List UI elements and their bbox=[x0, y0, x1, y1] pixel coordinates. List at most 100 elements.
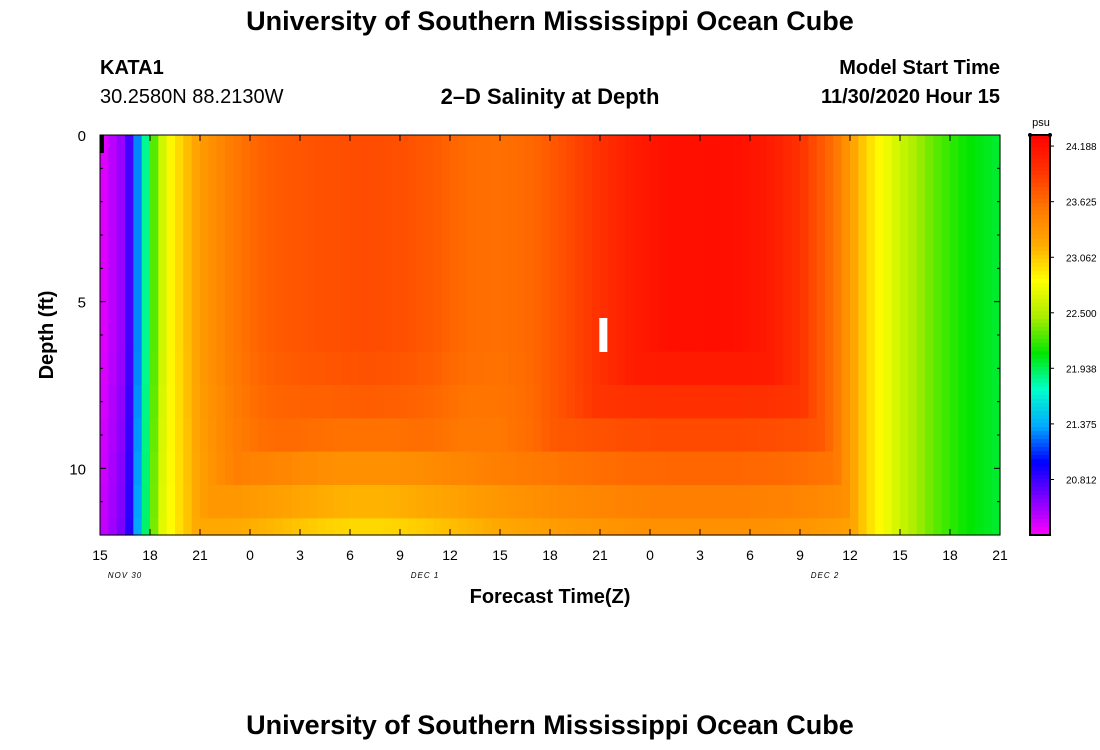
heatmap-cell bbox=[875, 385, 884, 419]
colorbar-cell bbox=[1030, 387, 1050, 392]
heatmap-cell bbox=[708, 451, 718, 486]
heatmap-cell bbox=[266, 385, 276, 419]
heatmap-cell bbox=[641, 385, 651, 419]
heatmap-cell bbox=[266, 518, 276, 536]
heatmap-cell bbox=[508, 451, 518, 486]
colorbar: 24.188 23.625 23.062 22.500 21.938 21.375 20.8… bbox=[1028, 133, 1097, 536]
y-tick-label: 0 bbox=[78, 128, 86, 145]
heatmap-cell bbox=[975, 485, 984, 519]
colorbar-cell bbox=[1030, 179, 1050, 184]
heatmap-cell bbox=[500, 385, 509, 419]
colorbar-cell bbox=[1030, 199, 1050, 204]
colorbar-cell bbox=[1030, 519, 1050, 524]
heatmap-cell bbox=[916, 485, 926, 519]
colorbar-units: psu bbox=[1032, 117, 1050, 129]
heatmap-cell bbox=[191, 451, 201, 486]
heatmap-cell bbox=[425, 518, 434, 536]
colorbar-cell bbox=[1030, 263, 1050, 268]
colorbar-cell bbox=[1030, 159, 1050, 164]
heatmap-cell bbox=[850, 385, 859, 419]
heatmap-cell bbox=[866, 418, 876, 453]
heatmap-cell bbox=[250, 485, 259, 519]
heatmap-cell bbox=[858, 135, 868, 353]
heatmap-cell bbox=[233, 351, 243, 386]
heatmap-cell bbox=[216, 351, 226, 386]
heatmap-cell bbox=[166, 518, 176, 536]
x-tick-label: 0 bbox=[246, 547, 254, 563]
heatmap-cell bbox=[316, 485, 326, 519]
heatmap-cell bbox=[391, 418, 401, 453]
heatmap-cell bbox=[900, 485, 909, 519]
heatmap-cell bbox=[941, 385, 951, 419]
heatmap-cell bbox=[941, 518, 951, 536]
heatmap-cell bbox=[200, 135, 209, 353]
x-date-label: DEC 1 bbox=[411, 571, 440, 580]
heatmap-cell bbox=[550, 518, 559, 536]
heatmap-cell bbox=[941, 135, 951, 353]
heatmap-cell bbox=[650, 351, 659, 386]
heatmap-cell bbox=[916, 385, 926, 419]
heatmap-cell bbox=[100, 385, 109, 419]
station-coords: 30.2580N 88.2130W bbox=[100, 86, 284, 108]
heatmap-cell bbox=[258, 451, 268, 486]
heatmap-cell bbox=[833, 485, 843, 519]
heatmap-cell bbox=[400, 351, 409, 386]
colorbar-cell bbox=[1030, 415, 1050, 420]
heatmap-cell bbox=[650, 518, 659, 536]
heatmap-cells bbox=[100, 135, 1001, 536]
y-tick-label: 5 bbox=[78, 295, 86, 312]
heatmap-cell bbox=[233, 385, 243, 419]
heatmap-cell bbox=[641, 351, 651, 386]
page-title-top: University of Southern Mississippi Ocean… bbox=[246, 6, 854, 36]
heatmap-cell bbox=[433, 485, 443, 519]
colorbar-cell bbox=[1030, 355, 1050, 360]
heatmap-cell bbox=[433, 135, 443, 353]
heatmap-cell bbox=[583, 135, 593, 353]
heatmap-cell bbox=[791, 385, 801, 419]
heatmap-cell bbox=[125, 385, 134, 419]
heatmap-cell bbox=[741, 418, 751, 453]
heatmap-cell bbox=[341, 418, 351, 453]
heatmap-cell bbox=[733, 418, 743, 453]
heatmap-cell bbox=[358, 351, 368, 386]
heatmap-cell bbox=[475, 518, 484, 536]
heatmap-cell bbox=[416, 451, 426, 486]
heatmap-cell bbox=[750, 451, 759, 486]
heatmap-cell bbox=[875, 451, 884, 486]
colorbar-cell bbox=[1030, 135, 1050, 140]
heatmap-cell bbox=[225, 485, 234, 519]
heatmap-cell bbox=[266, 485, 276, 519]
heatmap-cell bbox=[800, 351, 809, 386]
heatmap-cell bbox=[725, 485, 734, 519]
heatmap-cell bbox=[391, 385, 401, 419]
heatmap-cell bbox=[225, 451, 234, 486]
heatmap-cell bbox=[516, 135, 526, 353]
heatmap-cell bbox=[858, 385, 868, 419]
heatmap-cell bbox=[641, 418, 651, 453]
heatmap-cell bbox=[933, 451, 943, 486]
heatmap-cell bbox=[208, 485, 218, 519]
colorbar-cell bbox=[1030, 455, 1050, 460]
heatmap-cell bbox=[816, 451, 826, 486]
heatmap-cell bbox=[891, 351, 901, 386]
heatmap-cell bbox=[541, 418, 551, 453]
heatmap-cell bbox=[458, 135, 468, 353]
salinity-heatmap-chart: 0 5 10 15 18 21 0 3 6 9 12 15 18 21 0 3 6 9 12 15 18 21 NOV 3… bbox=[36, 117, 1097, 608]
heatmap-cell bbox=[383, 385, 393, 419]
heatmap-cell bbox=[300, 135, 309, 353]
heatmap-cell bbox=[708, 351, 718, 386]
heatmap-cell bbox=[516, 518, 526, 536]
heatmap-cell bbox=[491, 135, 501, 353]
heatmap-cell bbox=[233, 451, 243, 486]
heatmap-cell bbox=[625, 485, 634, 519]
heatmap-cell bbox=[183, 385, 193, 419]
heatmap-cell bbox=[300, 351, 309, 386]
heatmap-cell bbox=[550, 451, 559, 486]
heatmap-cell bbox=[725, 418, 734, 453]
colorbar-tick-label: 21.938 bbox=[1066, 364, 1097, 375]
heatmap-cell bbox=[925, 385, 934, 419]
heatmap-cell bbox=[191, 385, 201, 419]
heatmap-cell bbox=[200, 385, 209, 419]
heatmap-cell bbox=[783, 135, 793, 353]
colorbar-cell bbox=[1030, 147, 1050, 152]
